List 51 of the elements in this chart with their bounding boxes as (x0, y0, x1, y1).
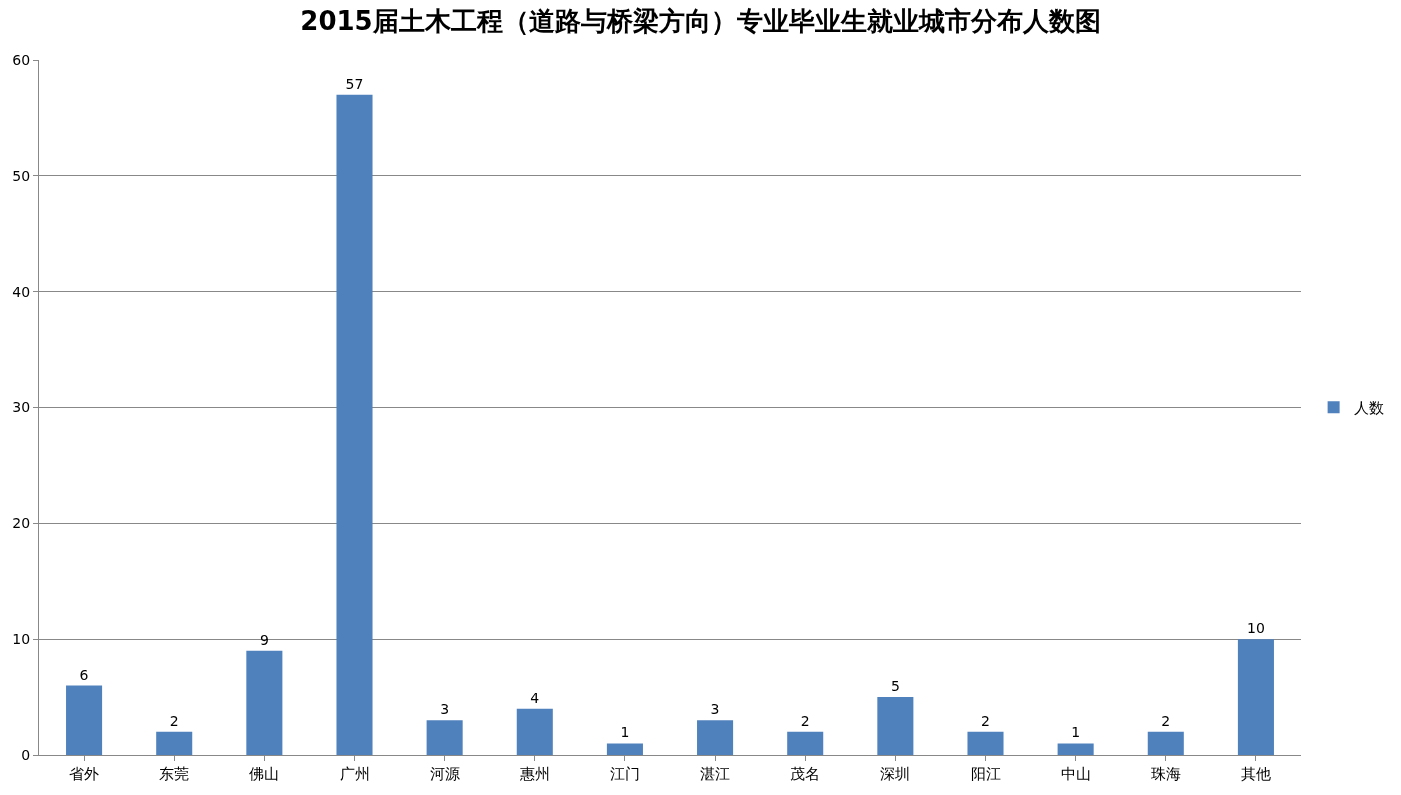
data-label: 3 (440, 701, 450, 718)
bar (877, 697, 914, 755)
x-tick-label: 深圳 (880, 765, 911, 783)
x-tick-label: 惠州 (518, 765, 550, 783)
data-label: 57 (345, 75, 364, 92)
bar (1057, 743, 1094, 755)
y-tick-label: 30 (12, 399, 31, 416)
bar (787, 731, 824, 755)
y-tick-label: 40 (12, 283, 31, 300)
x-tick-label: 湛江 (700, 765, 731, 783)
data-label: 2 (1161, 712, 1171, 729)
x-tick-label: 中山 (1060, 765, 1091, 783)
data-label: 2 (800, 712, 810, 729)
x-tick-label: 佛山 (249, 765, 280, 783)
x-tick-label: 阳江 (970, 765, 1001, 783)
data-label: 2 (981, 712, 990, 729)
data-label: 9 (259, 631, 269, 648)
y-tick-label: 50 (12, 167, 31, 184)
x-tick-label: 茂名 (790, 765, 821, 783)
bar (967, 731, 1004, 755)
data-label: 10 (1247, 620, 1265, 637)
data-label: 6 (79, 666, 89, 683)
bar (426, 720, 463, 755)
bar (697, 720, 734, 755)
bar (156, 731, 193, 755)
y-tick-label: 60 (12, 51, 31, 68)
data-label: 2 (169, 712, 179, 729)
bar (246, 650, 283, 755)
bar (336, 94, 373, 755)
legend-label: 人数 (1353, 399, 1384, 418)
data-label: 4 (530, 689, 540, 706)
chart-title: 2015届土木工程（道路与桥梁方向）专业毕业生就业城市分布人数图 (300, 6, 1101, 37)
x-tick-label: 珠海 (1150, 765, 1181, 783)
bar (606, 743, 643, 755)
x-tick-label: 东莞 (159, 765, 190, 783)
x-tick-label: 河源 (429, 765, 460, 783)
x-tick-label: 江门 (609, 765, 640, 783)
x-tick-label: 省外 (69, 765, 100, 783)
bar (516, 708, 553, 755)
data-label: 5 (890, 678, 900, 695)
y-tick-label: 20 (12, 515, 31, 532)
bar (1147, 731, 1184, 755)
data-label: 1 (620, 724, 630, 741)
y-tick-label: 10 (12, 631, 31, 648)
bar (66, 685, 103, 755)
bar (1237, 639, 1274, 755)
y-tick-label: 0 (21, 746, 31, 763)
data-label: 3 (710, 701, 720, 718)
x-tick-label: 广州 (339, 765, 370, 783)
x-tick-label: 其他 (1240, 765, 1271, 783)
data-label: 1 (1071, 724, 1081, 741)
